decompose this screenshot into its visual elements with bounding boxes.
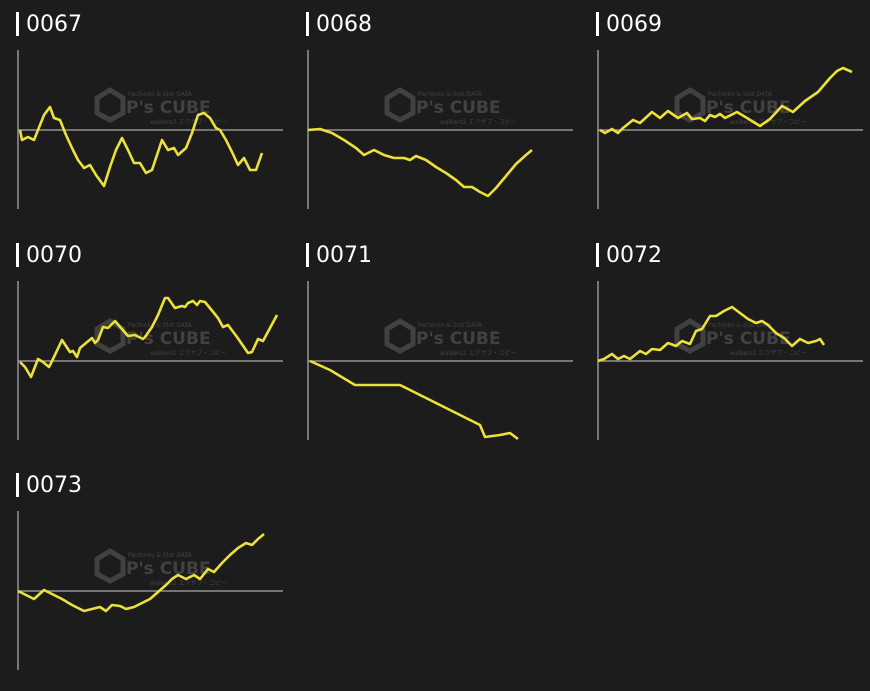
chart-title-text: 0072 xyxy=(606,243,662,268)
chart-title-text: 0071 xyxy=(316,243,372,268)
chart-panel: Pachinko & Slot DATA P's CUBE walkers2 エクサ… xyxy=(0,231,290,461)
cube-logo-icon xyxy=(94,87,126,123)
chart-panel: Pachinko & Slot DATA P's CUBE walkers2 エクサ… xyxy=(580,231,870,461)
watermark-top-text: Pachinko & Slot DATA xyxy=(708,91,773,98)
watermark-bottom-text: walkers2 エクサブ・コピー xyxy=(440,349,517,357)
chart-title: 0073 xyxy=(16,471,82,499)
watermark-top-text: Pachinko & Slot DATA xyxy=(708,322,773,329)
cube-logo-icon xyxy=(674,87,706,123)
title-bar xyxy=(306,243,309,267)
cube-logo-icon xyxy=(674,318,706,354)
watermark-brand-text: P's CUBE xyxy=(126,559,211,579)
series-line xyxy=(599,66,853,135)
watermark-bottom-text: walkers2 エクサブ・コピー xyxy=(150,349,227,357)
watermark-bottom-text: walkers2 エクサブ・コピー xyxy=(730,349,807,357)
series-line xyxy=(309,359,519,441)
series-line xyxy=(597,305,826,363)
cube-logo-icon xyxy=(94,548,126,584)
chart-title: 0070 xyxy=(16,241,82,269)
watermark-brand-text: P's CUBE xyxy=(126,98,211,118)
chart-title-text: 0069 xyxy=(606,12,662,37)
watermark-top-text: Pachinko & Slot DATA xyxy=(128,91,193,98)
title-bar xyxy=(596,243,599,267)
chart-title: 0068 xyxy=(306,10,372,38)
chart-title: 0072 xyxy=(596,241,662,269)
chart-title-text: 0068 xyxy=(316,12,372,37)
title-bar xyxy=(306,12,309,36)
watermark-brand-text: P's CUBE xyxy=(706,329,791,349)
watermark-brand-text: P's CUBE xyxy=(416,98,501,118)
chart-title: 0071 xyxy=(306,241,372,269)
chart-title-text: 0067 xyxy=(26,12,82,37)
chart-title-text: 0070 xyxy=(26,243,82,268)
chart-panel: Pachinko & Slot DATA P's CUBE walkers2 エクサ… xyxy=(290,0,580,230)
watermark-top-text: Pachinko & Slot DATA xyxy=(418,91,483,98)
cube-logo-icon xyxy=(384,87,416,123)
watermark-brand-text: P's CUBE xyxy=(126,329,211,349)
watermark-top-text: Pachinko & Slot DATA xyxy=(128,322,193,329)
title-bar xyxy=(16,12,19,36)
watermark-top-text: Pachinko & Slot DATA xyxy=(128,552,193,559)
chart-title: 0067 xyxy=(16,10,82,38)
watermark-bottom-text: walkers2 エクサブ・コピー xyxy=(150,118,227,126)
chart-panel: Pachinko & Slot DATA P's CUBE walkers2 エクサ… xyxy=(0,461,290,691)
watermark-bottom-text: walkers2 エクサブ・コピー xyxy=(440,118,517,126)
title-bar xyxy=(16,243,19,267)
chart-panel: Pachinko & Slot DATA P's CUBE walkers2 エクサ… xyxy=(0,0,290,230)
chart-panel: Pachinko & Slot DATA P's CUBE walkers2 エクサ… xyxy=(580,0,870,230)
title-bar xyxy=(596,12,599,36)
chart-title-text: 0073 xyxy=(26,473,82,498)
series-line xyxy=(18,105,264,188)
watermark-brand-text: P's CUBE xyxy=(706,98,791,118)
cube-logo-icon xyxy=(384,318,416,354)
watermark-brand-text: P's CUBE xyxy=(416,329,501,349)
series-line xyxy=(307,127,533,198)
chart-title: 0069 xyxy=(596,10,662,38)
title-bar xyxy=(16,473,19,497)
watermark-top-text: Pachinko & Slot DATA xyxy=(418,322,483,329)
chart-panel: Pachinko & Slot DATA P's CUBE walkers2 エクサ… xyxy=(290,231,580,461)
series-line xyxy=(17,533,265,613)
watermark-bottom-text: walkers2 エクサブ・コピー xyxy=(150,579,227,587)
watermark-bottom-text: walkers2 エクサブ・コピー xyxy=(730,118,807,126)
series-line xyxy=(19,296,279,379)
